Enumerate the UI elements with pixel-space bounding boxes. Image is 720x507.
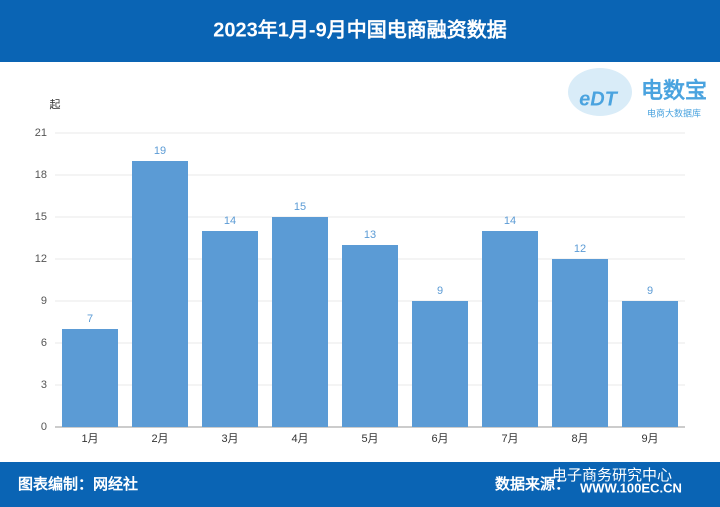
value-label: 9 [647,285,653,297]
value-label: 15 [294,201,306,213]
y-tick-label: 9 [41,295,47,307]
x-tick-label: 7月 [501,433,518,445]
x-tick-label: 2月 [151,433,168,445]
y-axis-label: 起 [50,98,61,111]
footer-left: 图表编制：网经社 [18,475,138,493]
y-tick-label: 0 [41,421,47,433]
bar [412,301,468,427]
x-tick-label: 4月 [291,433,308,445]
x-tick-label: 3月 [221,433,238,445]
y-tick-label: 12 [35,253,47,265]
value-label: 13 [364,229,376,241]
y-tick-label: 6 [41,337,47,349]
header-bar [0,0,720,62]
logo-name: 电数宝 [641,78,707,103]
value-label: 12 [574,243,586,255]
chart-title: 2023年1月-9月中国电商融资数据 [213,17,506,41]
bar [622,301,678,427]
value-label: 14 [224,215,236,227]
logo: eDT 电数宝 电商大数据库 [568,68,707,118]
x-tick-label: 8月 [571,433,588,445]
watermark: 电子商务研究中心 [552,467,672,484]
x-tick-label: 9月 [641,433,658,445]
bar [202,231,258,427]
footer-bar [0,462,720,507]
bar [272,217,328,427]
x-tick-label: 5月 [361,433,378,445]
value-label: 7 [87,313,93,325]
value-label: 9 [437,285,443,297]
bar [552,259,608,427]
bar [62,329,118,427]
y-tick-label: 18 [35,169,47,181]
logo-cloud [568,68,632,116]
watermark-url: WWW.100EC.CN [580,480,682,495]
logo-tagline: 电商大数据库 [647,107,701,118]
y-tick-label: 15 [35,211,47,223]
bar [482,231,538,427]
y-tick-label: 3 [41,379,47,391]
x-tick-label: 1月 [81,433,98,445]
y-tick-label: 21 [35,127,47,139]
value-label: 19 [154,145,166,157]
value-label: 14 [504,215,516,227]
bar [132,161,188,427]
logo-mark: eDT [579,88,619,110]
footer-right: 数据来源： [495,475,570,493]
bar [342,245,398,427]
x-tick-label: 6月 [431,433,448,445]
